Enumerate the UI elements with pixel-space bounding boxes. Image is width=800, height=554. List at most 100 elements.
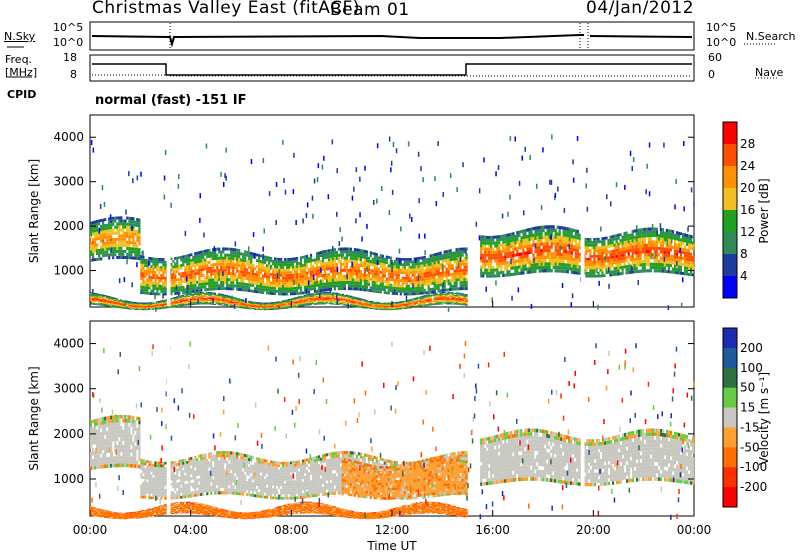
echo-cell (357, 297, 360, 299)
echo-cell (363, 252, 366, 256)
echo-cell (512, 257, 515, 261)
echo-cell (159, 307, 163, 309)
echo-cell (389, 283, 392, 287)
echo-cell (96, 300, 99, 302)
echo-cell (415, 301, 418, 303)
echo-cell (518, 233, 521, 237)
echo-cell (494, 235, 497, 239)
echo-cell (451, 254, 454, 258)
echo-cell (270, 273, 273, 276)
echo-cell (158, 271, 161, 275)
echo-cell (170, 263, 173, 266)
echo-cell (453, 251, 456, 255)
echo-cell (435, 284, 438, 288)
echo-cell (192, 261, 195, 265)
echo-cell (227, 304, 230, 306)
echo-cell (188, 256, 191, 260)
echo-cell (433, 264, 436, 268)
echo-cell (241, 300, 244, 301)
echo-cell (176, 270, 179, 273)
echo-cell (311, 273, 315, 276)
echo-cell (508, 236, 511, 240)
echo-cell (116, 298, 119, 300)
echo-cell (96, 252, 99, 255)
echo-cell (480, 271, 483, 275)
echo-cell (502, 274, 505, 277)
echo-cell (199, 302, 203, 304)
echo-cell (307, 290, 311, 294)
echo-cell (305, 279, 309, 283)
echo-cell (124, 307, 127, 309)
echo-cell (102, 218, 105, 222)
echo-cell (187, 301, 191, 302)
echo-cell (532, 243, 535, 247)
echo-cell (389, 308, 392, 310)
echo-cell (463, 287, 466, 291)
echo-cell (169, 304, 173, 306)
echo-cell (157, 302, 161, 304)
echo-cell (231, 303, 234, 305)
echo-cell (122, 301, 125, 302)
echo-cell (461, 262, 464, 266)
echo-cell (492, 241, 495, 245)
echo-cell (349, 300, 352, 302)
echo-cell (385, 280, 388, 284)
echo-cell (325, 294, 328, 296)
echo-cell (301, 302, 304, 304)
echo-cell (303, 294, 306, 296)
echo-cell (417, 303, 420, 305)
echo-cell (465, 303, 468, 305)
echo-cell (512, 241, 515, 245)
echo-cell (490, 265, 493, 269)
echo-cell (221, 295, 224, 297)
echo-cell (148, 270, 151, 274)
echo-cell (492, 265, 495, 269)
echo-cell (311, 287, 315, 291)
echo-cell (435, 297, 438, 299)
echo-cell (417, 305, 420, 307)
echo-cell (373, 308, 376, 310)
echo-cell (130, 247, 133, 251)
echo-cell (423, 296, 426, 297)
echo-cell (397, 271, 400, 274)
echo-cell (415, 276, 418, 279)
echo-cell (112, 302, 115, 304)
echo-cell (274, 281, 277, 285)
echo-cell (270, 256, 273, 260)
echo-cell (435, 299, 438, 301)
echo-cell (506, 249, 509, 253)
echo-cell (301, 301, 304, 303)
echo-cell (415, 287, 418, 290)
echo-cell (391, 265, 394, 268)
echo-cell (459, 303, 462, 305)
echo-cell (449, 299, 452, 301)
echo-cell (502, 258, 505, 262)
echo-cell (195, 301, 199, 302)
echo-cell (413, 279, 416, 282)
echo-cell (431, 300, 434, 302)
echo-cell (204, 279, 207, 283)
echo-cell (389, 307, 392, 309)
echo-cell (488, 244, 491, 248)
echo-cell (235, 302, 238, 304)
echo-cell (156, 292, 159, 296)
echo-cell (159, 301, 163, 303)
echo-cell (280, 260, 283, 264)
echo-cell (232, 254, 235, 258)
echo-cell (191, 300, 195, 302)
echo-cell (427, 303, 430, 305)
echo-cell (213, 301, 216, 303)
echo-cell (401, 306, 404, 308)
echo-cell (126, 225, 129, 229)
echo-cell (455, 266, 458, 270)
echo-cell (287, 301, 290, 302)
echo-cell (114, 240, 117, 244)
echo-cell (174, 289, 177, 293)
echo-cell (126, 307, 129, 308)
echo-cell (154, 271, 157, 274)
echo-cell (295, 298, 298, 300)
echo-cell (355, 305, 358, 307)
echo-cell (357, 304, 360, 306)
echo-cell (287, 305, 290, 307)
echo-cell (383, 269, 386, 272)
